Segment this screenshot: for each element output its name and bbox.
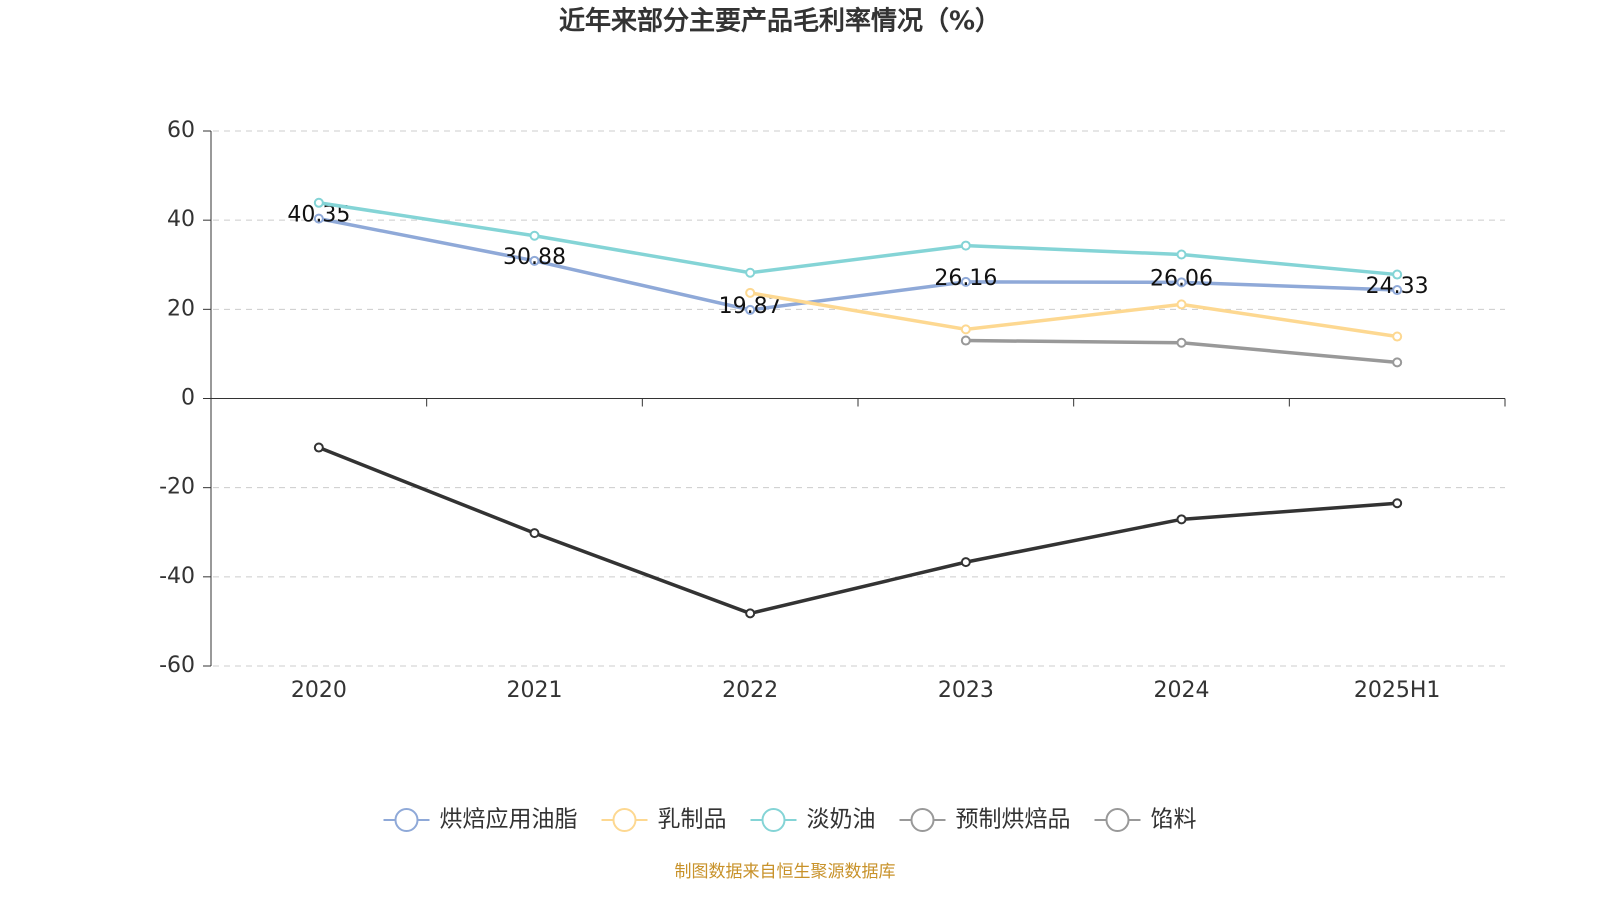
legend-label: 淡奶油 bbox=[807, 807, 876, 833]
data-point bbox=[960, 557, 971, 568]
legend-label: 馅料 bbox=[1151, 807, 1197, 833]
data-point bbox=[1176, 277, 1187, 288]
series-line bbox=[318, 216, 1398, 312]
data-point bbox=[745, 287, 756, 298]
source-note: 制图数据来自恒生聚源数据库 bbox=[675, 862, 896, 882]
data-point bbox=[313, 442, 324, 453]
data-point bbox=[1176, 337, 1187, 348]
legend-label: 烘焙应用油脂 bbox=[440, 807, 578, 833]
data-point bbox=[1392, 269, 1403, 280]
x-tick-label: 2023 bbox=[938, 678, 994, 703]
data-label: 26.16 bbox=[934, 266, 997, 291]
y-tick-label: -20 bbox=[159, 475, 195, 500]
data-point bbox=[960, 276, 971, 287]
legend-label: 乳制品 bbox=[658, 807, 727, 833]
data-point bbox=[1392, 357, 1403, 368]
x-tick-label: 2022 bbox=[722, 678, 778, 703]
data-point bbox=[313, 213, 324, 224]
data-point bbox=[1176, 249, 1187, 260]
y-tick-label: 0 bbox=[181, 386, 195, 411]
y-tick-label: -40 bbox=[159, 564, 195, 589]
legend-marker bbox=[394, 808, 419, 832]
data-point bbox=[313, 197, 324, 208]
data-label: 26.06 bbox=[1150, 266, 1213, 291]
data-point bbox=[529, 255, 540, 266]
data-point bbox=[529, 528, 540, 539]
chart-title: 近年来部分主要产品毛利率情况（%） bbox=[559, 6, 1001, 37]
data-point bbox=[1176, 299, 1187, 310]
series-line bbox=[749, 291, 1398, 339]
legend-marker bbox=[1105, 808, 1130, 832]
x-tick-label: 2021 bbox=[507, 678, 563, 703]
data-point bbox=[1392, 498, 1403, 509]
x-tick-label: 2024 bbox=[1154, 678, 1210, 703]
y-tick-label: 40 bbox=[167, 207, 195, 232]
legend: 烘焙应用油脂 乳制品 淡奶油 预制烘焙品 馅料 bbox=[383, 807, 1197, 833]
data-point bbox=[745, 608, 756, 619]
legend-marker bbox=[761, 808, 786, 832]
data-point bbox=[1392, 331, 1403, 342]
data-point bbox=[960, 324, 971, 335]
data-point bbox=[745, 304, 756, 315]
y-tick-label: 20 bbox=[167, 296, 195, 321]
data-point bbox=[960, 240, 971, 251]
data-point bbox=[1392, 285, 1403, 296]
data-point bbox=[960, 335, 971, 346]
legend-marker bbox=[612, 808, 637, 832]
y-tick-label: -60 bbox=[159, 653, 195, 678]
series-line bbox=[318, 445, 1398, 616]
data-point bbox=[529, 230, 540, 241]
legend-label: 预制烘焙品 bbox=[956, 807, 1071, 833]
data-point bbox=[745, 267, 756, 278]
series-line bbox=[318, 201, 1398, 277]
legend-marker bbox=[910, 808, 935, 832]
data-label: 30.88 bbox=[503, 245, 566, 270]
x-tick-label: 2025H1 bbox=[1354, 678, 1441, 703]
y-tick-label: 60 bbox=[167, 118, 195, 143]
x-tick-label: 2020 bbox=[291, 678, 347, 703]
data-point bbox=[1176, 514, 1187, 525]
